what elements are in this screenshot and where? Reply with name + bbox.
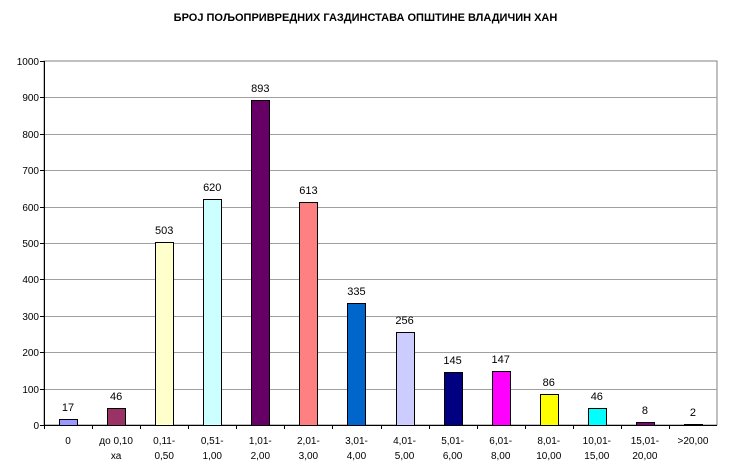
bar: [299, 202, 318, 426]
x-tick-label: >20,00: [678, 436, 709, 447]
x-tick-label: ха: [111, 451, 122, 462]
x-tick-label: 10,01-: [583, 436, 611, 447]
y-tick-label: 200: [22, 348, 39, 359]
x-tick-label: 0,50: [154, 451, 174, 462]
bar: [203, 199, 222, 426]
data-label: 46: [591, 391, 603, 403]
bar: [492, 371, 511, 426]
data-label: 17: [62, 402, 74, 414]
y-tick-label: 300: [22, 312, 39, 323]
data-label: 145: [443, 355, 461, 367]
x-tick-label: 3,00: [299, 451, 319, 462]
x-tick-label: 8,01-: [537, 436, 560, 447]
y-tick-label: 1000: [17, 57, 40, 68]
y-tick-label: 900: [22, 93, 39, 104]
bar: [396, 332, 415, 426]
x-tick-label: 15,00: [584, 451, 609, 462]
y-tick-label: 700: [22, 166, 39, 177]
x-tick-label: 10,00: [536, 451, 561, 462]
x-tick-label: 4,00: [347, 451, 367, 462]
data-label: 147: [491, 354, 509, 366]
chart-title: БРОЈ ПОЉОПРИВРЕДНИХ ГАЗДИНСТАВА ОПШТИНЕ …: [173, 12, 558, 24]
bar: [155, 242, 174, 426]
data-label: 613: [299, 185, 317, 197]
bar: [684, 424, 703, 426]
data-label: 86: [543, 377, 555, 389]
x-tick-label: 6,00: [443, 451, 463, 462]
bar: [59, 419, 78, 426]
x-tick-label: 5,00: [395, 451, 415, 462]
x-tick-label: 2,01-: [297, 436, 320, 447]
data-label: 335: [347, 286, 365, 298]
x-tick-label: 1,00: [203, 451, 223, 462]
x-tick-label: 0,51-: [201, 436, 224, 447]
y-tick-label: 800: [22, 130, 39, 141]
data-label: 8: [642, 405, 648, 417]
y-tick-label: 400: [22, 275, 39, 286]
y-tick-label: 600: [22, 203, 39, 214]
y-tick-label: 0: [33, 421, 39, 432]
data-label: 46: [110, 391, 122, 403]
y-tick-label: 500: [22, 239, 39, 250]
bar: [347, 303, 366, 426]
x-tick-label: 8,00: [491, 451, 511, 462]
data-label: 256: [395, 315, 413, 327]
x-tick-label: 20,00: [632, 451, 657, 462]
bar: [636, 422, 655, 426]
x-tick-label: 2,00: [251, 451, 271, 462]
x-tick-label: 0: [65, 436, 71, 447]
x-tick-label: 6,01-: [489, 436, 512, 447]
x-tick-label: 15,01-: [631, 436, 659, 447]
bar: [251, 100, 270, 426]
bar: [107, 408, 126, 426]
bar: [540, 394, 559, 426]
data-label: 2: [690, 407, 696, 419]
x-tick-label: 5,01-: [441, 436, 464, 447]
data-label: 503: [155, 225, 173, 237]
data-label: 893: [251, 83, 269, 95]
x-tick-label: до 0,10: [99, 436, 133, 447]
bar: [444, 372, 463, 426]
x-tick-label: 4,01-: [393, 436, 416, 447]
bar: [588, 408, 607, 426]
x-tick-label: 1,01-: [249, 436, 272, 447]
x-tick-label: 0,11-: [153, 436, 175, 447]
x-tick-label: 3,01-: [345, 436, 368, 447]
y-tick-label: 100: [22, 385, 39, 396]
data-label: 620: [203, 182, 221, 194]
